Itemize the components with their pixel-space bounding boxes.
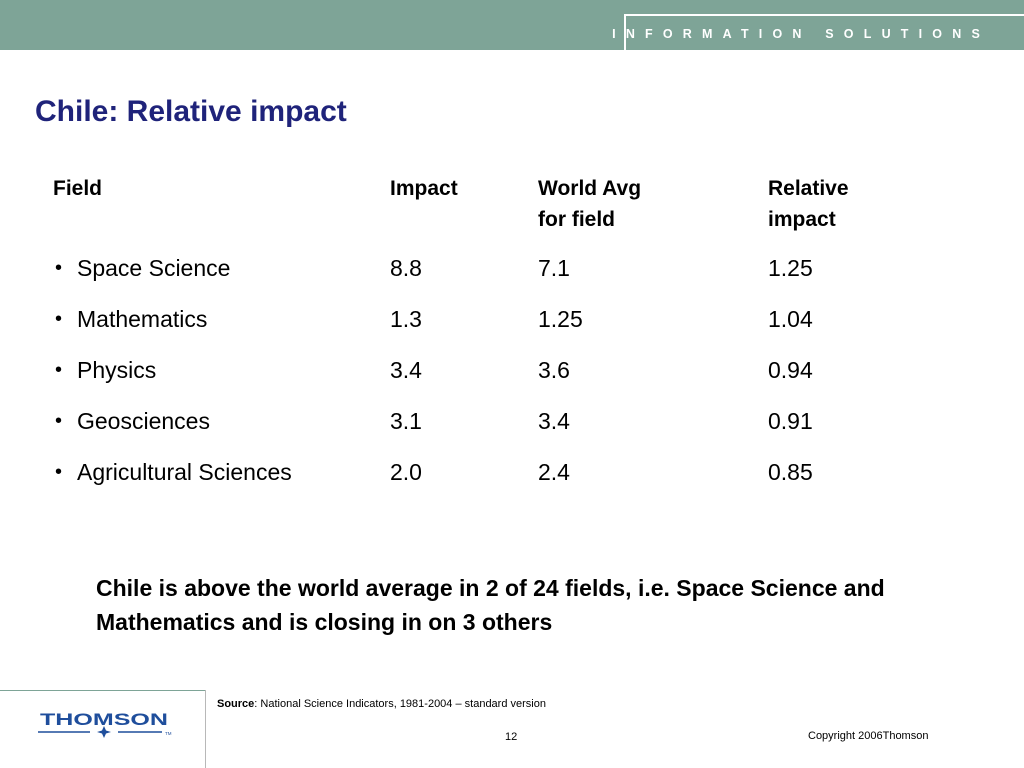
thomson-logo: THOMSON TM (38, 710, 172, 738)
header-line: Relative (768, 177, 849, 200)
field-cell: Physics (77, 357, 157, 383)
bullet-icon: • (55, 461, 63, 483)
header-line: World Avg (538, 177, 642, 200)
relative-impact-cell: 0.91 (768, 408, 813, 434)
bullet-icon: • (55, 410, 63, 432)
column-header-impact: Impact (390, 173, 458, 204)
relative-impact-cell: 0.94 (768, 357, 813, 383)
impact-cell: 1.3 (390, 306, 422, 332)
field-cell: Mathematics (77, 306, 208, 332)
page-title: Chile: Relative impact (35, 95, 347, 128)
column-header-world-avg: World Avg for field (538, 173, 641, 235)
header-line: Impact (390, 177, 458, 200)
copyright-text: Copyright 2006Thomson (808, 730, 929, 742)
relative-impact-cell: 0.85 (768, 459, 813, 485)
banner-box: INFORMATION SOLUTIONS (612, 14, 1024, 50)
source-text: : National Science Indicators, 1981-2004… (254, 698, 546, 710)
footer-vertical-divider (205, 690, 206, 768)
source-label: Source (217, 698, 255, 710)
header-line: impact (768, 208, 836, 231)
footer-divider (0, 690, 205, 691)
header-line: Field (53, 177, 103, 200)
impact-cell: 3.4 (390, 357, 422, 383)
world-avg-cell: 1.25 (538, 306, 583, 332)
impact-cell: 8.8 (390, 255, 422, 281)
star-icon (97, 726, 111, 738)
field-cell: Geosciences (77, 408, 210, 434)
page-number: 12 (505, 731, 518, 743)
header-line: for field (538, 208, 615, 231)
column-header-relative-impact: Relative impact (768, 173, 849, 235)
bullet-icon: • (55, 257, 63, 279)
trademark-text: TM (165, 731, 172, 736)
impact-cell: 2.0 (390, 459, 422, 485)
summary-text: Chile is above the world average in 2 of… (96, 575, 885, 635)
source-note: Source: National Science Indicators, 198… (217, 698, 546, 710)
bullet-icon: • (55, 359, 63, 381)
banner-text: INFORMATION SOLUTIONS (612, 27, 990, 41)
world-avg-cell: 3.6 (538, 357, 570, 383)
world-avg-cell: 3.4 (538, 408, 570, 434)
field-cell: Space Science (77, 255, 231, 281)
field-cell: Agricultural Sciences (77, 459, 292, 485)
impact-cell: 3.1 (390, 408, 422, 434)
relative-impact-cell: 1.25 (768, 255, 813, 281)
world-avg-cell: 7.1 (538, 255, 570, 281)
bullet-icon: • (55, 308, 63, 330)
world-avg-cell: 2.4 (538, 459, 570, 485)
relative-impact-cell: 1.04 (768, 306, 813, 332)
column-header-field: Field (53, 173, 102, 204)
logo-text: THOMSON (40, 710, 168, 729)
